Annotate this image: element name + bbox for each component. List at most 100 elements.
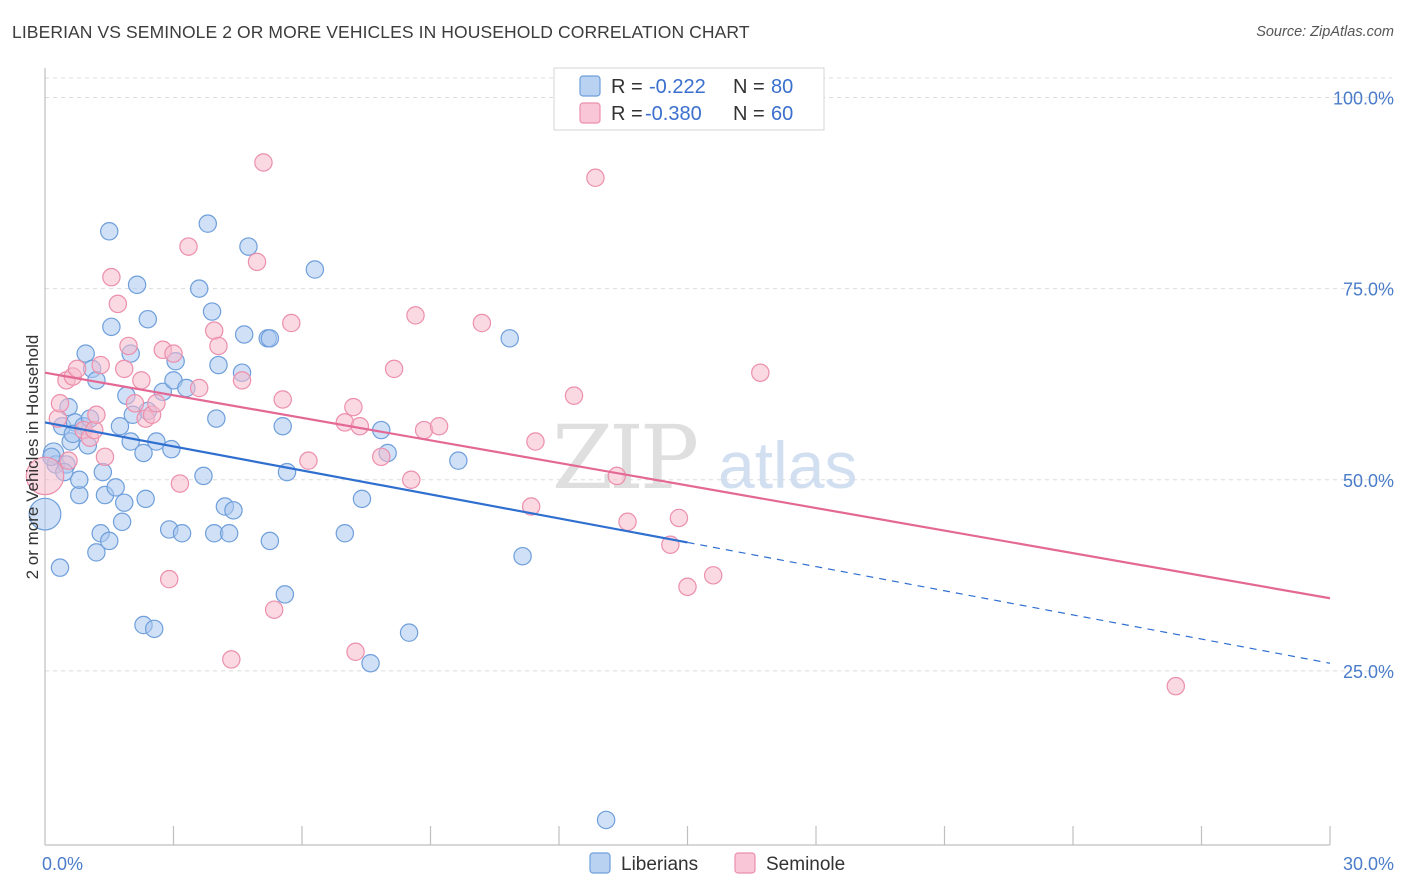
- y-tick-label-100: 100.0%: [1333, 89, 1394, 109]
- y-tick-label-75: 75.0%: [1343, 280, 1394, 300]
- y-tick-label-25: 25.0%: [1343, 662, 1394, 682]
- seminole-point-35: [273, 390, 292, 409]
- seminole-point-6: [67, 359, 87, 379]
- liberians-point-58: [260, 329, 280, 348]
- seminole-point-36: [282, 313, 301, 333]
- liberians-point-65: [352, 489, 372, 509]
- seminole-point-48: [472, 313, 492, 333]
- trend-liberians: [44, 421, 688, 544]
- seminole-point-31: [232, 371, 252, 390]
- bottom-legend-liberians: Liberians: [621, 854, 698, 875]
- liberians-point-14: [87, 543, 106, 562]
- liberians-point-72: [513, 546, 532, 566]
- seminole-point-49: [521, 497, 541, 516]
- liberians-point-49: [207, 409, 226, 428]
- liberians-point-17: [93, 462, 113, 482]
- seminole-point-17: [125, 394, 145, 413]
- seminole-point-21: [147, 394, 166, 413]
- seminole-point-13: [102, 267, 121, 287]
- seminole-point-60: [1166, 676, 1186, 696]
- seminole-point-40: [346, 642, 365, 662]
- chart-title: LIBERIAN VS SEMINOLE 2 OR MORE VEHICLES …: [12, 22, 750, 42]
- liberians-point-46: [198, 214, 218, 233]
- liberians-point-9: [70, 485, 89, 505]
- seminole-point-26: [179, 237, 198, 256]
- seminole-point-51: [564, 386, 584, 405]
- seminole-point-52: [586, 168, 605, 188]
- seminole-point-34: [264, 600, 284, 619]
- seminole-point-11: [91, 355, 110, 375]
- seminole-point-50: [526, 432, 545, 451]
- liberians-point-63: [305, 260, 325, 279]
- series-legend: Liberians Seminole: [589, 852, 845, 875]
- seminole-point-44: [401, 470, 421, 489]
- seminole-point-47: [429, 416, 449, 436]
- watermark-atlas: atlas: [718, 428, 857, 502]
- source-label: Source: ZipAtlas.com: [1256, 24, 1394, 40]
- liberians-point-30: [134, 443, 153, 463]
- y-tick-label-50: 50.0%: [1343, 471, 1394, 491]
- legend-swatch-liberians: [579, 75, 601, 97]
- seminole-point-56: [669, 508, 689, 528]
- seminole-point-14: [108, 294, 128, 314]
- liberians-point-59: [260, 531, 280, 551]
- trend-seminole: [44, 371, 1331, 600]
- liberians-point-45: [194, 466, 213, 486]
- seminole-point-53: [607, 466, 627, 486]
- liberians-point-64: [335, 524, 355, 543]
- seminole-point-2: [50, 394, 70, 413]
- seminole-point-27: [189, 378, 209, 398]
- liberians-point-3: [50, 558, 70, 577]
- liberians-point-35: [144, 619, 164, 639]
- seminole-point-33: [254, 153, 273, 172]
- liberians-point-52: [219, 524, 239, 543]
- legend-swatch-seminole: [579, 102, 601, 124]
- legend-r-label-2: R =: [611, 103, 643, 125]
- seminole-point-10: [87, 405, 106, 425]
- seminole-point-28: [204, 321, 224, 340]
- liberians-point-42: [172, 524, 192, 543]
- liberians-point-60: [273, 416, 292, 436]
- seminole-point-39: [344, 397, 363, 417]
- watermark: ZIP atlas: [552, 406, 857, 509]
- liberians-point-44: [189, 279, 209, 298]
- bottom-legend-seminole: Seminole: [766, 854, 845, 875]
- seminole-point-45: [406, 306, 425, 325]
- seminole-point-25: [170, 474, 190, 493]
- watermark-zip: ZIP: [552, 406, 697, 509]
- correlation-legend: R = -0.222 N = 80 R = -0.380 N = 60: [553, 67, 825, 131]
- seminole-point-58: [703, 566, 723, 585]
- liberians-point-47: [202, 302, 222, 321]
- liberians-point-20: [100, 222, 119, 241]
- legend-r-value-2: -0.380: [645, 103, 702, 125]
- liberians-point-34: [138, 309, 158, 329]
- legend-n-value-1: 80: [771, 76, 793, 98]
- legend-r-value-1: -0.222: [649, 76, 706, 98]
- liberians-point-50: [209, 355, 228, 375]
- liberians-point-39: [162, 439, 181, 459]
- seminole-point-29: [209, 336, 228, 356]
- liberians-point-70: [449, 451, 468, 470]
- seminole-point-18: [132, 371, 151, 390]
- seminole-point-32: [247, 252, 267, 272]
- seminole-point-43: [384, 359, 404, 379]
- seminole-point-23: [159, 569, 179, 589]
- liberians-point-10: [70, 470, 89, 489]
- seminole-point-37: [299, 451, 318, 470]
- legend-n-value-2: 60: [771, 103, 793, 125]
- series-seminole-points: [25, 153, 1186, 696]
- liberians-point-32: [136, 489, 155, 509]
- bottom-legend-swatch-liberians: [589, 852, 611, 874]
- tick-labels: 25.0% 50.0% 75.0% 100.0% 0.0% 30.0%: [42, 89, 1394, 875]
- seminole-point-30: [222, 650, 241, 669]
- liberians-point-23: [110, 416, 130, 436]
- seminole-point-57: [678, 577, 697, 597]
- legend-r-label-1: R =: [611, 76, 643, 98]
- liberians-point-24: [112, 512, 132, 532]
- trend-lines: [44, 371, 1331, 664]
- seminole-point-15: [115, 359, 134, 379]
- y-axis-label: 2 or more Vehicles in Household: [23, 335, 42, 580]
- seminole-point-12: [95, 447, 115, 467]
- seminole-point-54: [618, 512, 637, 532]
